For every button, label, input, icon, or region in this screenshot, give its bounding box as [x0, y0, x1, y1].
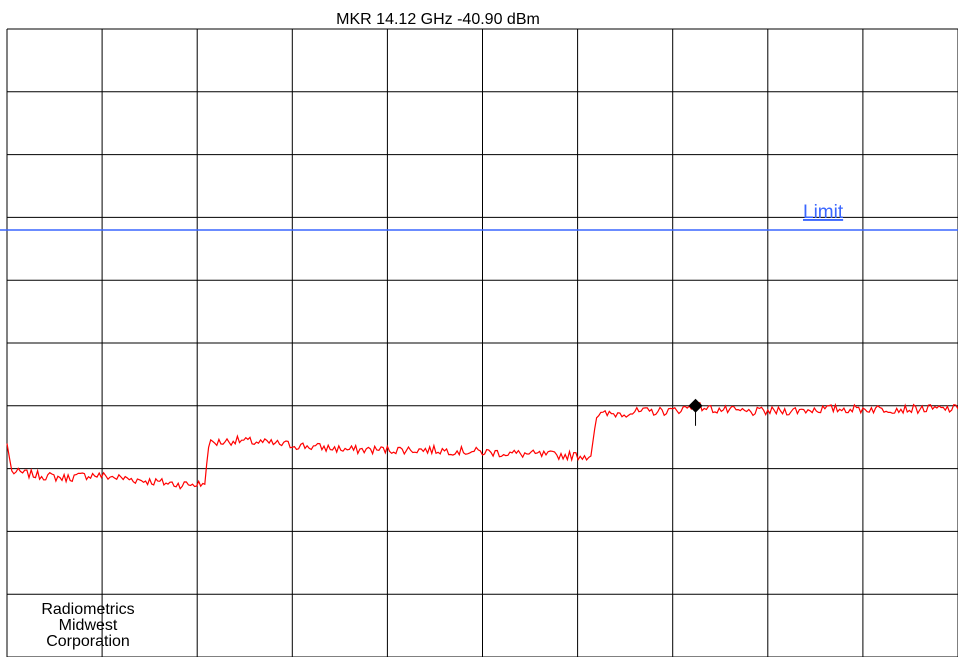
marker-readout: MKR 14.12 GHz -40.90 dBm — [336, 11, 540, 28]
spectrum-trace — [6, 402, 958, 490]
marker-diamond — [688, 398, 703, 413]
plot-grid — [6, 28, 958, 657]
limit-label: Limit — [803, 202, 844, 223]
company-line-3: Corporation — [46, 633, 130, 650]
company-line-1: Radiometrics — [41, 601, 134, 618]
company-label: Radiometrics Midwest Corporation — [41, 601, 134, 650]
company-line-2: Midwest — [59, 617, 118, 634]
marker — [688, 398, 703, 426]
